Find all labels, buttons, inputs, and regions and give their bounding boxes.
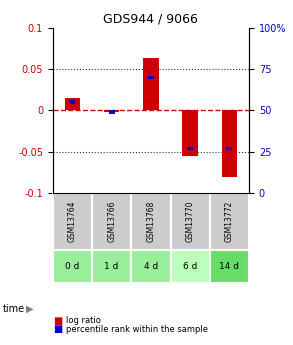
Text: 6 d: 6 d <box>183 262 197 271</box>
Text: GSM13770: GSM13770 <box>186 201 195 242</box>
FancyBboxPatch shape <box>131 193 171 250</box>
Bar <box>187 147 193 150</box>
FancyBboxPatch shape <box>171 250 210 283</box>
FancyBboxPatch shape <box>210 250 249 283</box>
Text: ■: ■ <box>53 316 62 326</box>
Text: 1 d: 1 d <box>104 262 119 271</box>
FancyBboxPatch shape <box>210 193 249 250</box>
Text: GSM13764: GSM13764 <box>68 201 77 242</box>
Title: GDS944 / 9066: GDS944 / 9066 <box>103 12 198 25</box>
Text: 14 d: 14 d <box>219 262 239 271</box>
FancyBboxPatch shape <box>171 193 210 250</box>
FancyBboxPatch shape <box>92 193 131 250</box>
FancyBboxPatch shape <box>92 250 131 283</box>
Bar <box>104 110 120 112</box>
Text: GSM13768: GSM13768 <box>146 201 155 242</box>
Bar <box>69 100 75 104</box>
Text: log ratio: log ratio <box>66 316 101 325</box>
Bar <box>182 110 198 156</box>
Text: GSM13766: GSM13766 <box>107 201 116 242</box>
Bar <box>222 110 237 177</box>
Text: ■: ■ <box>53 325 62 334</box>
Text: time: time <box>3 304 25 314</box>
Text: GSM13772: GSM13772 <box>225 201 234 242</box>
Text: 0 d: 0 d <box>65 262 80 271</box>
FancyBboxPatch shape <box>53 193 92 250</box>
Bar <box>109 110 115 114</box>
Bar <box>64 98 80 110</box>
Bar <box>226 147 232 150</box>
Text: 4 d: 4 d <box>144 262 158 271</box>
FancyBboxPatch shape <box>53 250 92 283</box>
Text: ▶: ▶ <box>26 304 34 314</box>
FancyBboxPatch shape <box>131 250 171 283</box>
Bar <box>148 76 154 79</box>
Bar <box>143 58 159 110</box>
Text: percentile rank within the sample: percentile rank within the sample <box>66 325 208 334</box>
